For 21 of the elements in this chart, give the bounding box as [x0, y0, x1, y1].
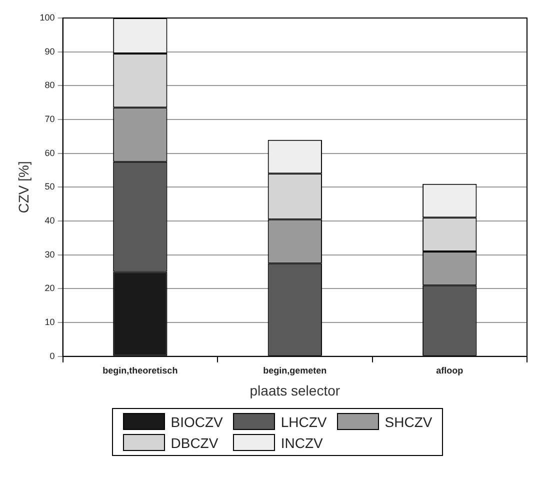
y-tick-label: 100	[40, 12, 55, 22]
y-tick-label: 60	[44, 148, 55, 158]
y-tick-label: 70	[44, 114, 55, 124]
legend-label: DBCZV	[170, 434, 218, 450]
y-tick-label: 80	[44, 80, 55, 90]
legend-label: LHCZV	[280, 414, 327, 430]
y-tick-label: 30	[44, 249, 55, 260]
y-tick-label: 20	[44, 283, 55, 294]
x-axis-title: plaats selector	[250, 382, 340, 398]
y-tick-label: 50	[44, 182, 55, 192]
legend-label: SHCZV	[384, 414, 432, 430]
y-tick-label: 10	[44, 317, 55, 328]
x-tick-label: begin,gemeten	[263, 365, 327, 376]
y-axis-title: CZV [%]	[15, 161, 32, 214]
x-tick-label: begin,theoretisch	[102, 365, 178, 376]
legend-label: INCZV	[280, 434, 323, 450]
legend-label: BIOCZV	[170, 414, 223, 430]
y-tick-label: 40	[44, 216, 55, 226]
x-tick-label: afloop	[436, 365, 464, 376]
y-tick-label: 0	[50, 350, 55, 361]
y-tick-label: 90	[44, 46, 55, 56]
